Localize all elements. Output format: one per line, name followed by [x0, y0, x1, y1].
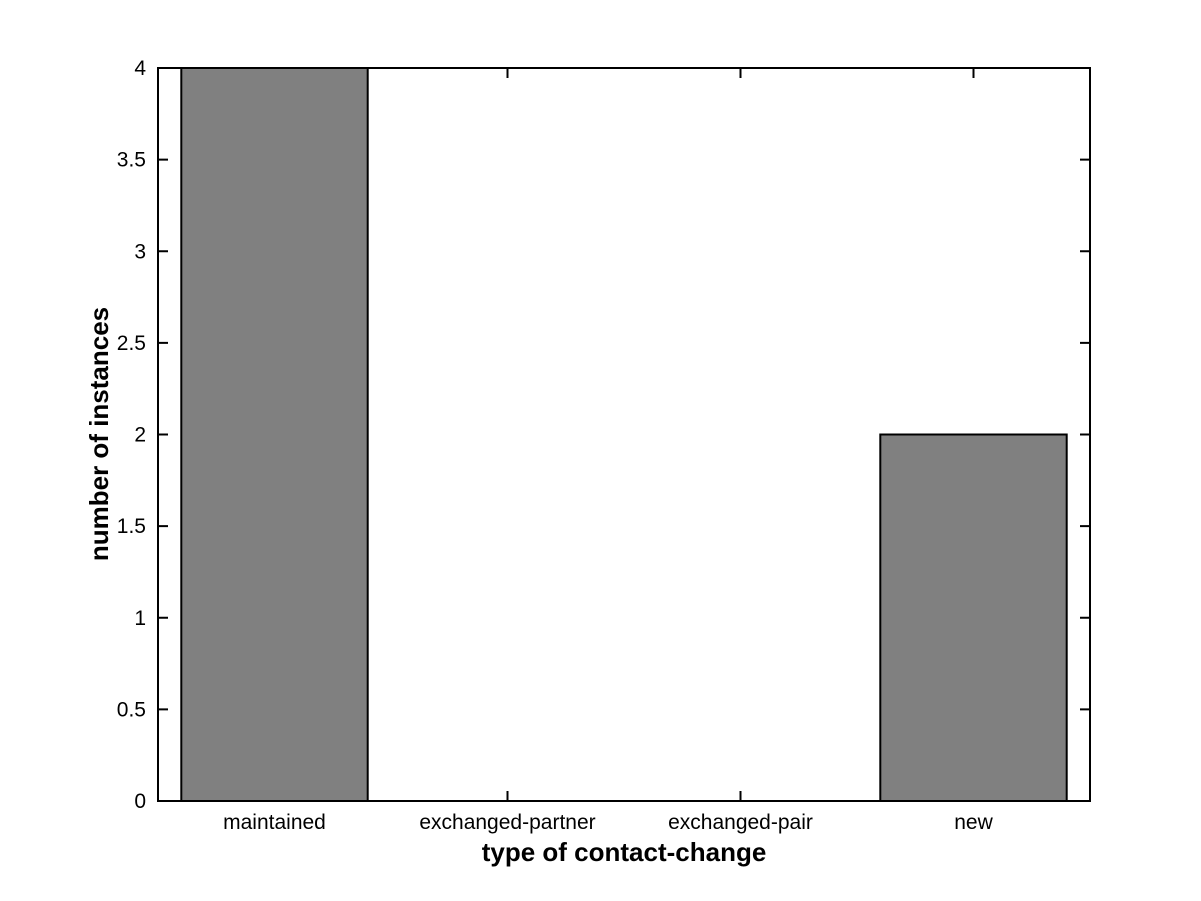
x-tick-label: maintained [223, 811, 326, 834]
bar [180, 67, 369, 802]
y-tick-label: 3 [134, 240, 146, 263]
tick-labels: 0 0.5 1 1.5 2 2.5 3 3.5 4 maintained exchanged-par… [117, 57, 994, 834]
y-tick-label: 0 [134, 790, 146, 813]
x-tick-label: new [954, 811, 993, 834]
y-tick-label: 2.5 [117, 332, 146, 355]
y-tick-label: 1 [134, 607, 146, 630]
bar [879, 433, 1068, 802]
y-tick-label: 4 [134, 57, 146, 80]
plot-border [157, 67, 1091, 802]
x-tick-label: exchanged-pair [668, 811, 813, 834]
y-tick-label: 3.5 [117, 149, 146, 172]
x-tick-label: exchanged-partner [419, 811, 595, 834]
y-tick-label: 2 [134, 424, 146, 447]
y-tick-label: 0.5 [117, 698, 146, 721]
y-tick-label: 1.5 [117, 515, 146, 538]
bars [180, 67, 1068, 802]
y-axis-label: number of instances [84, 307, 114, 561]
x-axis-label: type of contact-change [482, 837, 767, 867]
